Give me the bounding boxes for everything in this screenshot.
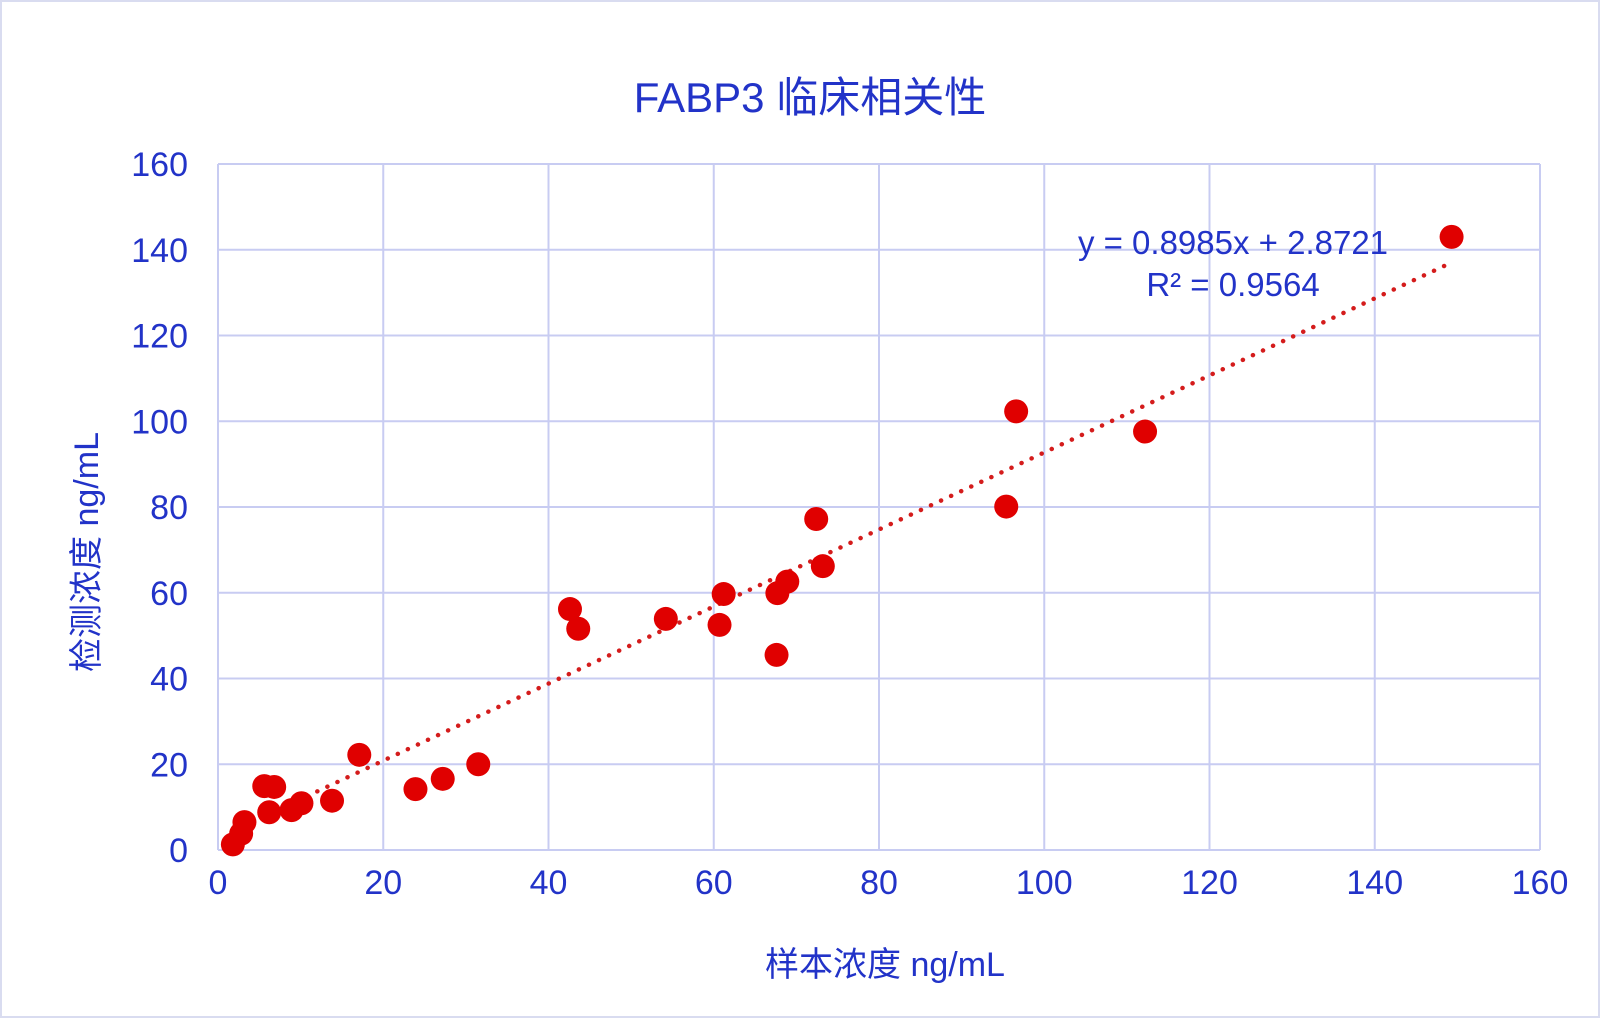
x-tick-label: 100 bbox=[1016, 864, 1073, 902]
gridlines bbox=[217, 163, 1541, 851]
data-point bbox=[994, 494, 1019, 519]
x-tick-label: 140 bbox=[1346, 864, 1403, 902]
trendline-equation: y = 0.8985x + 2.8721 bbox=[1078, 224, 1388, 261]
data-point bbox=[347, 742, 372, 767]
x-tick-label: 60 bbox=[695, 864, 733, 902]
y-axis-ticks: 0 20 40 60 80 100 120 140 160 bbox=[131, 146, 188, 870]
y-tick-label: 120 bbox=[131, 318, 188, 356]
data-point bbox=[557, 597, 582, 622]
y-tick-label: 0 bbox=[169, 832, 188, 870]
chart-title: FABP3 临床相关性 bbox=[634, 74, 986, 121]
data-point bbox=[707, 612, 732, 637]
y-axis-label: 检测浓度 ng/mL bbox=[68, 432, 106, 672]
y-tick-label: 140 bbox=[131, 232, 188, 270]
x-tick-label: 120 bbox=[1181, 864, 1238, 902]
data-point bbox=[810, 554, 835, 579]
data-point bbox=[289, 791, 314, 816]
y-tick-label: 80 bbox=[150, 489, 188, 527]
data-point bbox=[466, 752, 491, 777]
data-point bbox=[566, 616, 591, 641]
data-point bbox=[232, 810, 257, 835]
data-point bbox=[257, 800, 282, 825]
data-point bbox=[430, 766, 455, 791]
data-point bbox=[1439, 224, 1464, 249]
data-point bbox=[764, 642, 789, 667]
y-tick-label: 160 bbox=[131, 146, 188, 184]
data-points bbox=[220, 224, 1464, 857]
data-point bbox=[320, 788, 345, 813]
data-point bbox=[653, 606, 678, 631]
x-axis-ticks: 0 20 40 60 80 100 120 140 160 bbox=[209, 864, 1569, 902]
x-tick-label: 160 bbox=[1512, 864, 1569, 902]
data-point bbox=[1004, 399, 1029, 424]
x-tick-label: 20 bbox=[364, 864, 402, 902]
data-point bbox=[804, 507, 829, 532]
x-tick-label: 0 bbox=[209, 864, 228, 902]
y-tick-label: 40 bbox=[150, 661, 188, 699]
trendline bbox=[304, 260, 1454, 799]
data-point bbox=[403, 777, 428, 802]
x-axis-label: 样本浓度 ng/mL bbox=[765, 946, 1005, 984]
data-point bbox=[1133, 419, 1158, 444]
y-tick-label: 60 bbox=[150, 575, 188, 613]
x-tick-label: 80 bbox=[860, 864, 898, 902]
data-point bbox=[262, 774, 287, 799]
data-point bbox=[775, 569, 800, 594]
data-point bbox=[711, 582, 736, 607]
y-tick-label: 100 bbox=[131, 403, 188, 441]
x-tick-label: 40 bbox=[530, 864, 568, 902]
trendline-r-squared: R² = 0.9564 bbox=[1146, 266, 1319, 303]
y-tick-label: 20 bbox=[150, 746, 188, 784]
trendline-path bbox=[304, 260, 1454, 799]
